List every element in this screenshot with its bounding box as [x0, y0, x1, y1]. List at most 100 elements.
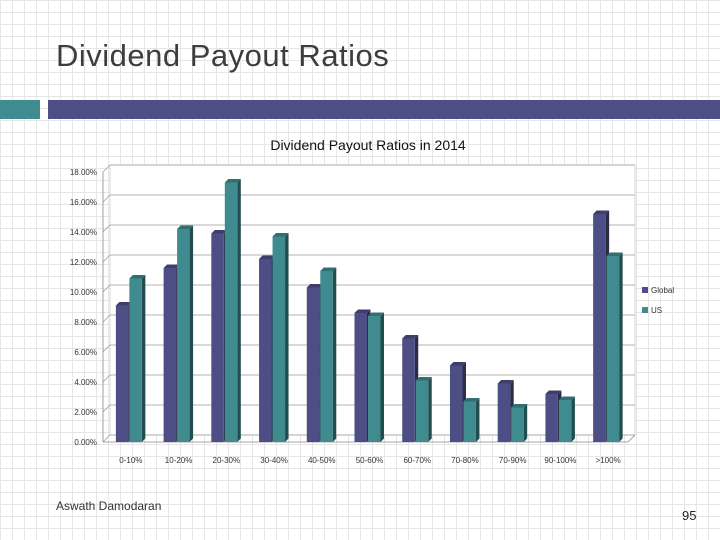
bar-global — [354, 313, 367, 442]
bar-top-global — [545, 390, 562, 394]
y-tick-label: 8.00% — [74, 318, 97, 327]
x-tick-label: 90-100% — [544, 456, 576, 465]
title-accent-bar-right — [48, 100, 720, 119]
bar-side-us — [475, 398, 480, 442]
bar-us — [224, 182, 238, 442]
bar-us — [272, 236, 286, 442]
bar-global — [593, 214, 606, 442]
gridline-depth — [102, 404, 111, 413]
x-tick-label: 60-70% — [403, 456, 431, 465]
page-number: 95 — [682, 508, 697, 523]
title-accent-bar-left — [0, 100, 40, 119]
x-tick-label: 40-50% — [308, 456, 336, 465]
x-tick-label: 30-40% — [260, 456, 288, 465]
gridline-depth — [102, 284, 111, 293]
y-tick-label: 18.00% — [70, 168, 97, 177]
bar-top-global — [402, 335, 419, 339]
bar-global — [163, 268, 177, 442]
chart-title: Dividend Payout Ratios in 2014 — [270, 137, 466, 153]
x-tick-label: 0-10% — [119, 456, 142, 465]
y-tick-label: 16.00% — [70, 198, 97, 207]
bar-us — [368, 316, 381, 442]
y-tick-label: 2.00% — [74, 408, 97, 417]
y-tick-label: 14.00% — [70, 228, 97, 237]
gridline-depth — [102, 344, 111, 353]
bar-top-global — [497, 380, 514, 384]
y-tick-label: 6.00% — [74, 348, 97, 357]
bar-global — [306, 287, 320, 442]
bar-top-us — [368, 312, 384, 316]
bar-top-global — [449, 362, 466, 366]
bar-side-us — [380, 312, 384, 442]
legend-label: US — [651, 306, 662, 315]
bar-top-global — [306, 284, 323, 288]
y-tick-label: 10.00% — [70, 288, 97, 297]
bar-top-global — [593, 210, 610, 214]
x-tick-label: 70-90% — [499, 456, 527, 465]
bar-side-us — [619, 252, 623, 442]
x-tick-label: 20-30% — [213, 456, 241, 465]
author-name: Aswath Damodaran — [56, 499, 162, 513]
y-tick-label: 12.00% — [70, 258, 97, 267]
legend-swatch — [642, 287, 648, 293]
bar-top-us — [606, 252, 623, 256]
bar-top-global — [259, 255, 276, 259]
bar-global — [545, 394, 558, 442]
gridline-depth — [102, 374, 111, 383]
bar-us — [511, 407, 524, 442]
slide-title: Dividend Payout Ratios — [56, 38, 390, 73]
bar-global — [449, 365, 463, 442]
bar-us — [463, 401, 476, 442]
legend-label: Global — [651, 286, 674, 295]
bar-side-us — [523, 404, 528, 442]
bars-layer — [115, 179, 623, 442]
gridline-depth — [102, 194, 111, 203]
x-tick-label: >100% — [596, 456, 621, 465]
y-tick-label: 0.00% — [74, 438, 97, 447]
gridline-depth — [102, 434, 111, 443]
bar-top-us — [320, 267, 337, 271]
bar-top-us — [129, 275, 146, 279]
y-tick-label: 4.00% — [74, 378, 97, 387]
labels-layer: 0.00% 2.00% 4.00% 6.00% 8.00% 10.00% 12.00% 14.… — [70, 168, 621, 465]
x-tick-label: 50-60% — [356, 456, 384, 465]
bar-top-global — [163, 264, 180, 268]
bar-top-us — [511, 404, 528, 408]
gridline-depth — [102, 224, 111, 233]
bar-top-us — [415, 377, 432, 381]
bar-global — [259, 259, 272, 442]
legend: Global US — [642, 286, 674, 315]
bar-top-global — [115, 302, 132, 306]
bar-global — [115, 305, 129, 442]
bar-side-us — [571, 396, 575, 442]
bar-us — [558, 400, 572, 442]
bar-us — [177, 229, 190, 442]
bar-top-us — [463, 398, 480, 402]
bar-top-us — [224, 179, 241, 183]
bar-us — [320, 271, 333, 442]
legend-swatch — [642, 307, 648, 313]
bar-side-us — [237, 179, 241, 442]
gridline-depth — [102, 314, 111, 323]
bar-side-us — [189, 225, 194, 442]
gridline-depth — [102, 164, 111, 173]
bar-us — [415, 380, 429, 442]
bar-global — [497, 383, 511, 442]
bar-global — [211, 233, 224, 442]
bar-side-us — [332, 267, 337, 442]
bar-top-global — [211, 230, 228, 234]
bar-side-us — [428, 377, 432, 442]
x-tick-label: 10-20% — [165, 456, 193, 465]
gridline-depth — [102, 254, 111, 263]
floor-edge — [627, 434, 636, 443]
bar-side-us — [285, 233, 289, 442]
bar-side-us — [141, 275, 146, 442]
bar-global — [402, 338, 415, 442]
bar-top-us — [272, 233, 289, 237]
bar-top-us — [558, 396, 575, 400]
bar-top-global — [354, 309, 371, 313]
bar-us — [129, 278, 142, 442]
x-tick-label: 70-80% — [451, 456, 479, 465]
bar-us — [606, 256, 620, 442]
